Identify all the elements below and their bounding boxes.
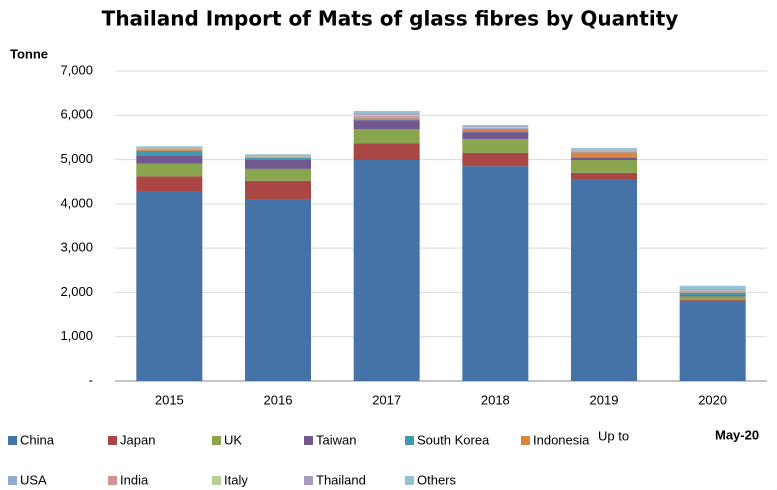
bar-segment	[462, 125, 529, 127]
bar-segment	[462, 126, 529, 128]
bar-segment	[571, 149, 637, 151]
bar-segment	[245, 157, 311, 161]
bar-segment	[462, 131, 529, 133]
bar-segment	[353, 119, 420, 121]
bar-segment	[136, 191, 203, 381]
legend-label: South Korea	[417, 432, 490, 447]
bar-segment	[353, 120, 420, 130]
bar-segment	[679, 289, 746, 291]
bar-segment	[679, 291, 746, 293]
y-tick-label: 6,000	[60, 107, 93, 122]
annotation-prefix: Up to	[598, 428, 629, 443]
bar-segment	[571, 160, 637, 173]
legend-label: India	[120, 472, 149, 487]
legend-swatch	[108, 436, 117, 445]
bar-segment	[353, 115, 420, 117]
bar-segment	[571, 157, 637, 161]
bar-segment	[136, 146, 203, 148]
legend-label: China	[20, 432, 55, 447]
bar-segment	[245, 199, 311, 381]
legend-swatch	[212, 436, 221, 445]
bar-segment	[571, 172, 637, 180]
bar-segment	[679, 300, 746, 381]
legend-swatch	[108, 476, 117, 485]
bar-segment	[571, 179, 637, 381]
bar-segment	[462, 166, 529, 381]
bar-segment	[136, 148, 203, 150]
legend-swatch	[8, 476, 17, 485]
bar-segment	[462, 128, 529, 130]
legend-label: Others	[417, 472, 457, 487]
y-tick-label: 5,000	[60, 151, 93, 166]
legend-label: Japan	[120, 432, 155, 447]
bar-segment	[353, 114, 420, 116]
legend-label: Thailand	[316, 472, 366, 487]
bar-segment	[679, 295, 746, 297]
bar-segment	[679, 285, 746, 290]
bar-segment	[136, 149, 203, 151]
annotation-period: May-20	[715, 427, 759, 442]
legend-swatch	[212, 476, 221, 485]
bar-segment	[136, 150, 203, 156]
bar-segment	[679, 299, 746, 301]
x-tick-label: 2020	[698, 392, 727, 407]
bar-segment	[679, 292, 746, 296]
bar-segment	[462, 132, 529, 140]
bar-segment	[353, 129, 420, 144]
y-axis-label: Tonne	[10, 46, 48, 61]
bar-segment	[571, 156, 637, 158]
bar-segment	[353, 143, 420, 161]
x-tick-label: 2017	[372, 392, 401, 407]
bar-segment	[136, 176, 203, 192]
legend-label: UK	[224, 432, 242, 447]
legend-label: Taiwan	[316, 432, 356, 447]
bar-segment	[462, 139, 529, 153]
bar-segment	[353, 160, 420, 381]
bar-segment	[353, 116, 420, 119]
x-tick-label: 2019	[590, 392, 619, 407]
bar-segment	[353, 110, 420, 114]
bar-segment	[571, 152, 637, 157]
legend-swatch	[521, 436, 530, 445]
bar-segment	[679, 296, 746, 300]
bar-segment	[245, 180, 311, 200]
legend-label: Italy	[224, 472, 248, 487]
y-tick-label: -	[89, 372, 93, 387]
y-tick-label: 2,000	[60, 284, 93, 299]
bar-segment	[462, 152, 529, 167]
x-tick-label: 2018	[481, 392, 510, 407]
bar-segment	[571, 151, 637, 153]
y-tick-label: 4,000	[60, 195, 93, 210]
legend-label: Indonesia	[533, 432, 590, 447]
bar-segment	[136, 155, 203, 164]
bar-segment	[245, 154, 311, 156]
bar-segment	[462, 129, 529, 132]
chart-title: Thailand Import of Mats of glass fibres …	[102, 7, 679, 31]
bar-segment	[353, 113, 420, 115]
bar-segment	[245, 160, 311, 169]
bar-segment	[136, 163, 203, 177]
legend-swatch	[405, 436, 414, 445]
y-tick-label: 7,000	[60, 62, 93, 77]
legend-swatch	[405, 476, 414, 485]
legend-label: USA	[20, 472, 47, 487]
bar-segment	[245, 168, 311, 181]
legend-swatch	[8, 436, 17, 445]
y-tick-label: 1,000	[60, 328, 93, 343]
y-tick-label: 3,000	[60, 240, 93, 255]
legend-swatch	[304, 476, 313, 485]
bar-segment	[353, 118, 420, 120]
x-tick-label: 2015	[155, 392, 184, 407]
legend-swatch	[304, 436, 313, 445]
x-tick-label: 2016	[264, 392, 293, 407]
bar-segment	[571, 148, 637, 150]
